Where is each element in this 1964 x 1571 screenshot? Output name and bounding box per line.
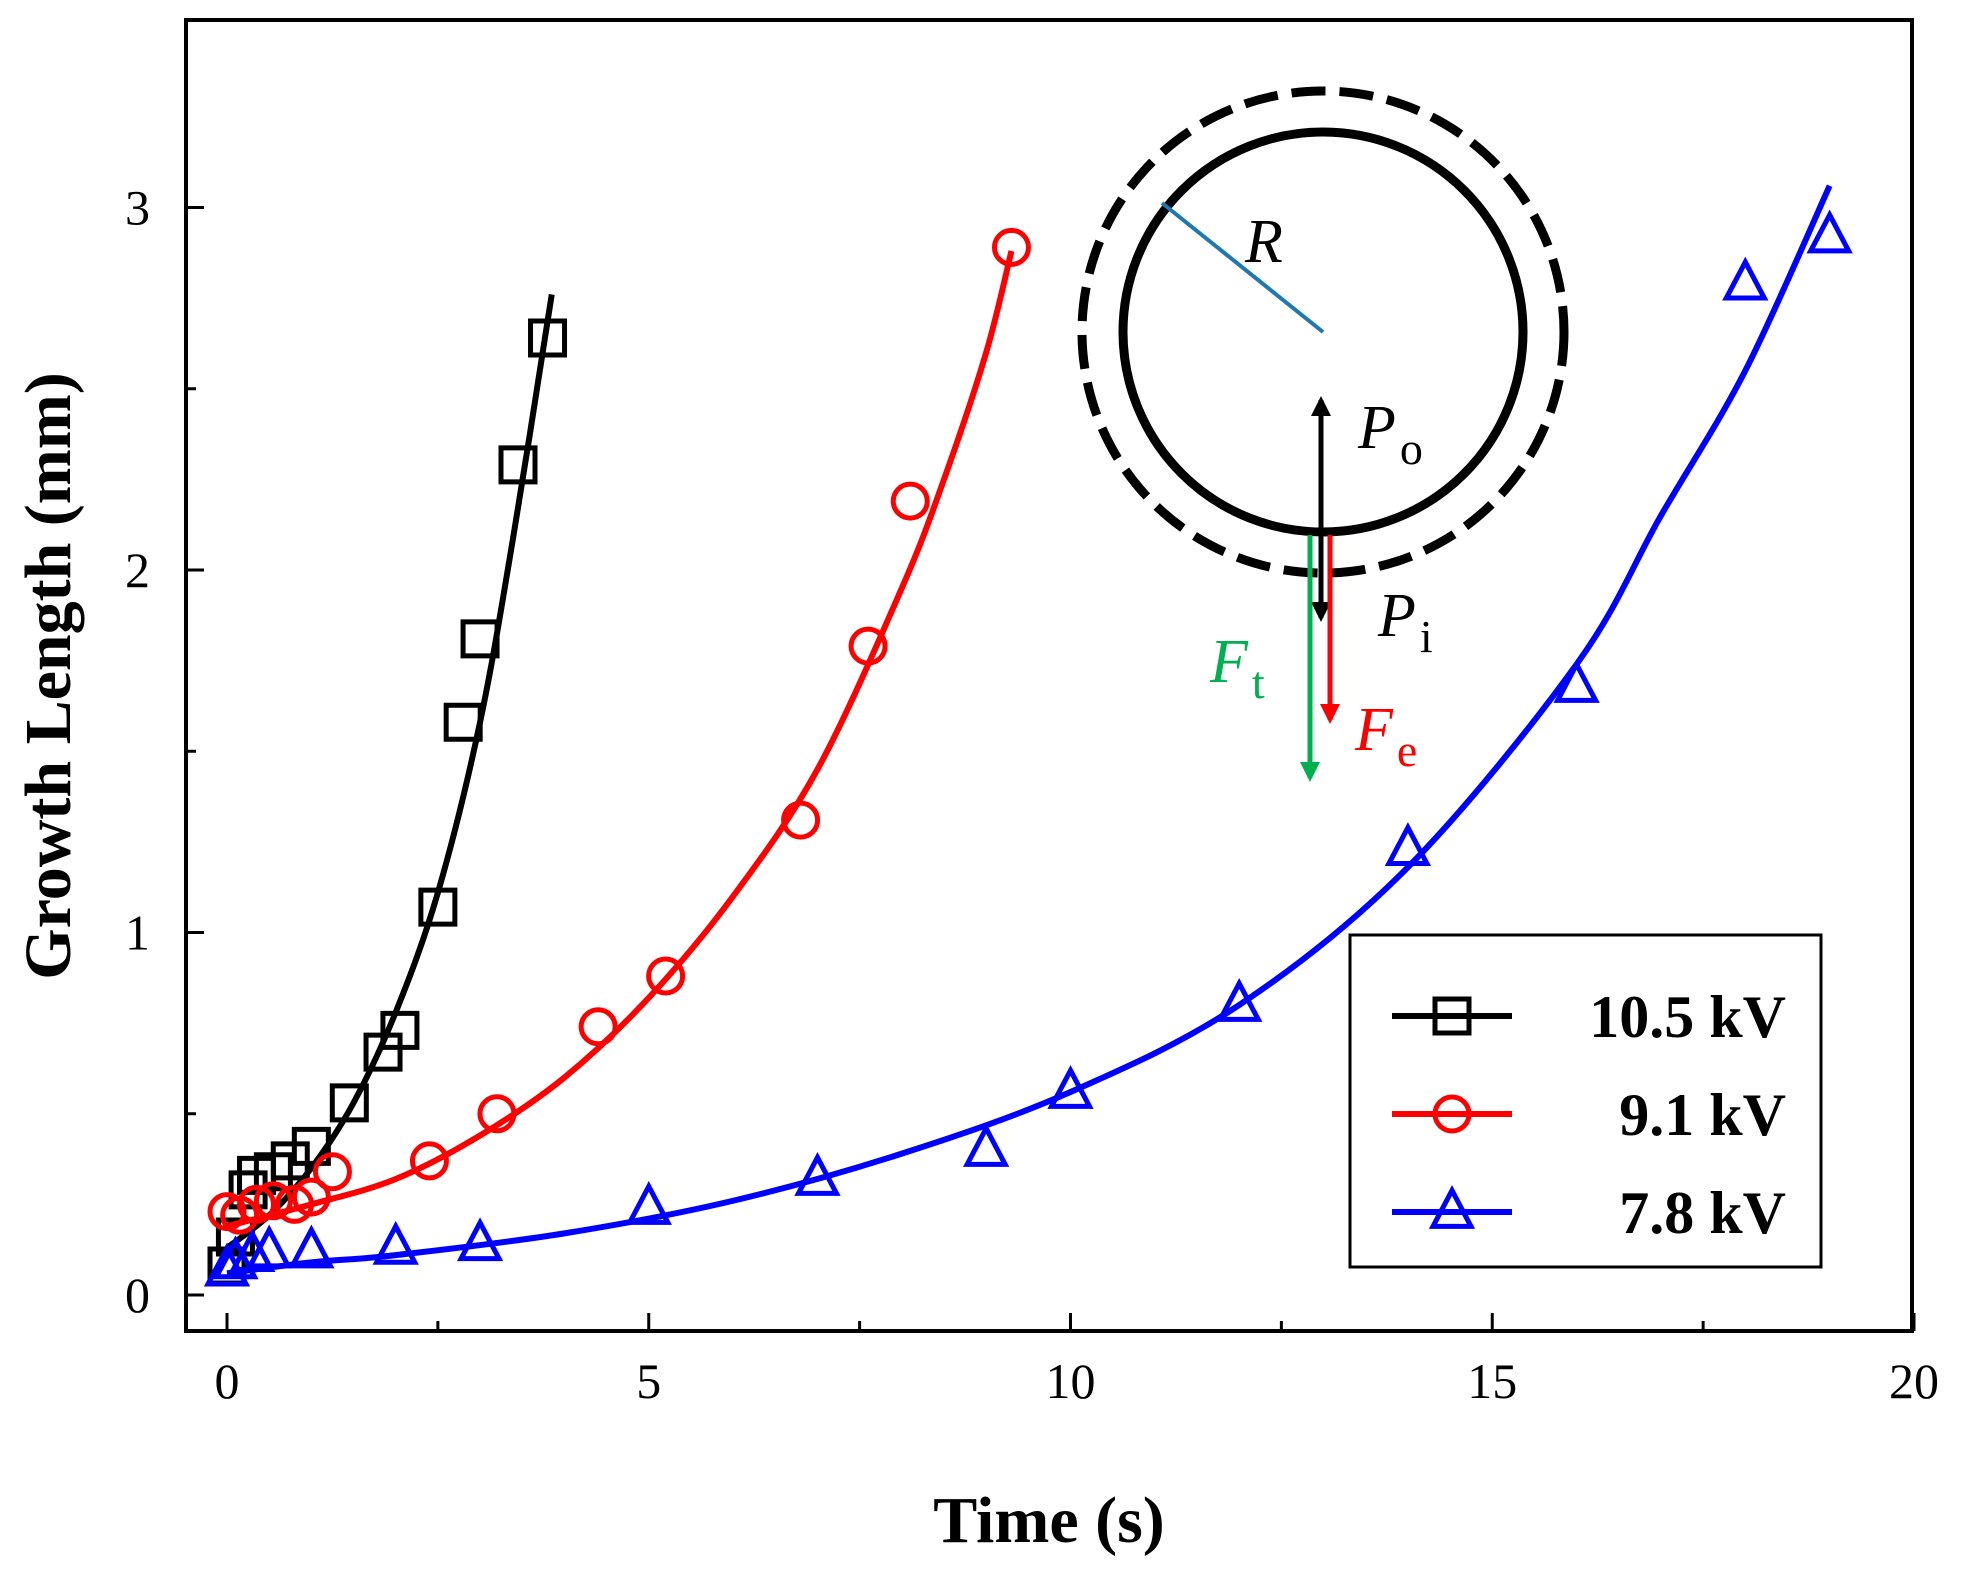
y-tick-label: 0 <box>125 1267 150 1323</box>
x-axis-title: Time (s) <box>933 1484 1165 1557</box>
axis-ticks <box>186 206 1916 1331</box>
legend-marker-7-8-kv <box>1428 1185 1476 1229</box>
data-point-10-5-kv <box>528 318 568 358</box>
data-point-7-8-kv <box>1047 1065 1094 1109</box>
data-point-7-8-kv <box>1553 659 1600 703</box>
legend-item-7-8-kv: 7.8 kV <box>1392 1180 1786 1246</box>
data-point-7-8-kv <box>246 1224 293 1269</box>
legend: 10.5 kV 9.1 kV 7.8 kV <box>1348 933 1823 1269</box>
data-point-10-5-kv <box>380 1010 420 1050</box>
data-point-7-8-kv <box>229 1228 276 1273</box>
outer-pressure-label: Po <box>1357 394 1423 474</box>
legend-marker-10-5-kv <box>1432 996 1472 1036</box>
data-point-10-5-kv <box>291 1126 331 1166</box>
data-point-9-1-kv <box>781 800 821 840</box>
data-point-10-5-kv <box>460 619 500 659</box>
y-tick-label: 3 <box>125 180 150 236</box>
outer-boundary-circle <box>1077 86 1569 578</box>
tension-force-label: Ft <box>1209 628 1265 708</box>
y-tick-label: 1 <box>125 905 150 961</box>
inner-pressure-label: Pi <box>1377 582 1433 662</box>
data-point-7-8-kv <box>1806 209 1853 254</box>
x-tick-label: 10 <box>1046 1353 1096 1409</box>
data-point-10-5-kv <box>443 702 483 742</box>
series-10-5-kv <box>207 294 568 1286</box>
data-point-9-1-kv <box>237 1184 277 1224</box>
data-point-10-5-kv <box>418 887 458 927</box>
legend-item-9-1-kv: 9.1 kV <box>1392 1082 1786 1148</box>
data-point-9-1-kv <box>890 481 930 521</box>
data-point-7-8-kv <box>1722 256 1769 301</box>
series-9-1-kv <box>207 227 1031 1235</box>
x-tick-label: 5 <box>636 1353 661 1409</box>
data-point-7-8-kv <box>1384 822 1432 867</box>
data-point-7-8-kv <box>963 1123 1010 1167</box>
data-point-7-8-kv <box>625 1181 672 1225</box>
data-point-9-1-kv <box>409 1141 449 1181</box>
data-point-7-8-kv <box>372 1220 419 1265</box>
series-7-8-kv <box>203 184 1853 1287</box>
data-point-9-1-kv <box>646 956 686 996</box>
legend-label-9-1-kv: 9.1 kV <box>1619 1082 1786 1148</box>
legend-label-10-5-kv: 10.5 kV <box>1589 984 1786 1050</box>
data-point-10-5-kv <box>329 1083 369 1123</box>
data-point-9-1-kv <box>312 1152 352 1192</box>
data-point-7-8-kv <box>288 1224 335 1269</box>
data-point-7-8-kv <box>456 1217 504 1262</box>
data-point-9-1-kv <box>253 1181 293 1221</box>
legend-marker-9-1-kv <box>1432 1094 1472 1134</box>
data-point-7-8-kv <box>794 1152 841 1196</box>
x-tick-label: 15 <box>1467 1353 1517 1409</box>
data-point-9-1-kv <box>991 227 1031 267</box>
bubble-force-diagram: R Po Pi Ft Fe <box>1077 86 1569 782</box>
data-point-9-1-kv <box>291 1177 331 1217</box>
radius-label: R <box>1244 208 1283 276</box>
data-point-7-8-kv <box>212 1235 259 1280</box>
legend-item-10-5-kv: 10.5 kV <box>1392 984 1786 1050</box>
radius-line <box>1160 201 1325 334</box>
data-point-9-1-kv <box>477 1094 517 1134</box>
x-tick-label: 0 <box>215 1353 240 1409</box>
legend-label-7-8-kv: 7.8 kV <box>1619 1180 1786 1246</box>
data-point-9-1-kv <box>848 626 888 666</box>
y-tick-label: 2 <box>125 542 150 598</box>
y-axis-title: Growth Length (mm) <box>12 372 85 979</box>
axis-tick-labels: 0 5 10 15 20 0 1 2 3 <box>125 180 1939 1410</box>
fit-line-9-1-kv <box>226 250 1015 1230</box>
series-layer <box>203 184 1853 1287</box>
fit-line-10-5-kv <box>225 294 555 1251</box>
data-point-9-1-kv <box>578 1007 618 1047</box>
x-tick-label: 20 <box>1889 1353 1939 1409</box>
data-point-7-8-kv <box>1216 978 1263 1022</box>
plot-area-frame <box>184 18 1914 1333</box>
electric-force-label: Fe <box>1354 696 1417 776</box>
data-point-10-5-kv <box>498 445 538 485</box>
